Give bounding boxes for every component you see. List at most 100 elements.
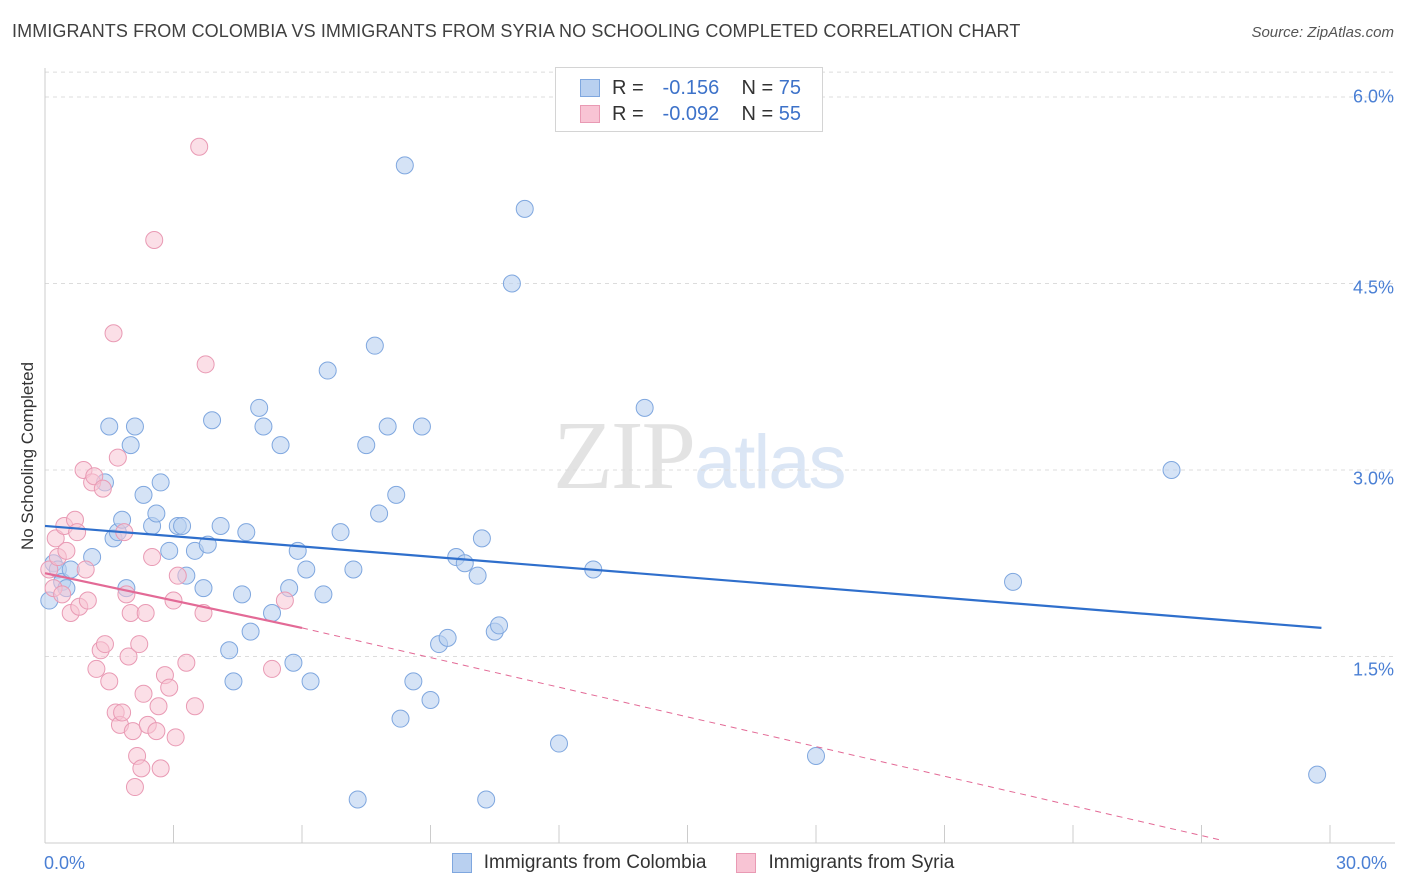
syria-point bbox=[275, 591, 294, 610]
colombia-point bbox=[263, 603, 282, 622]
y-axis-label: No Schooling Completed bbox=[18, 361, 37, 551]
syria-point bbox=[149, 697, 168, 716]
syria-trend-extension bbox=[301, 627, 1224, 842]
syria-point bbox=[147, 722, 166, 741]
colombia-point bbox=[211, 516, 230, 535]
colombia-point bbox=[1308, 765, 1327, 784]
syria-swatch bbox=[580, 105, 600, 123]
colombia-point bbox=[455, 554, 474, 573]
syria-point bbox=[136, 603, 155, 622]
syria-point bbox=[166, 728, 185, 747]
syria-point bbox=[93, 479, 112, 498]
colombia-point bbox=[412, 417, 431, 436]
colombia-point bbox=[100, 417, 119, 436]
syria-point bbox=[87, 659, 106, 678]
colombia-point bbox=[438, 628, 457, 647]
y-tick-label: 1.5% bbox=[1352, 659, 1394, 680]
colombia-trend-line bbox=[44, 524, 1322, 629]
legend-label: Immigrants from Syria bbox=[768, 852, 955, 873]
syria-point bbox=[151, 759, 170, 778]
syria-point bbox=[100, 672, 119, 691]
colombia-point bbox=[472, 529, 491, 548]
colombia-point bbox=[378, 417, 397, 436]
syria-point bbox=[123, 722, 142, 741]
colombia-point bbox=[1004, 572, 1023, 591]
colombia-point bbox=[318, 361, 337, 380]
colombia-point bbox=[271, 436, 290, 455]
colombia-point bbox=[147, 504, 166, 523]
series-legend: Immigrants from Colombia Immigrants from… bbox=[0, 852, 1406, 874]
syria-point bbox=[168, 566, 187, 585]
syria-point bbox=[130, 635, 149, 654]
colombia-point bbox=[61, 560, 80, 579]
colombia-point bbox=[301, 672, 320, 691]
colombia-point bbox=[237, 523, 256, 542]
colombia-point bbox=[151, 473, 170, 492]
colombia-point bbox=[387, 485, 406, 504]
colombia-point bbox=[220, 641, 239, 660]
syria-point bbox=[160, 678, 179, 697]
colombia-point bbox=[134, 485, 153, 504]
n-label: N = bbox=[741, 76, 774, 99]
colombia-point bbox=[254, 417, 273, 436]
colombia-point bbox=[125, 417, 144, 436]
colombia-point bbox=[490, 616, 509, 635]
colombia-point bbox=[468, 566, 487, 585]
colombia-point bbox=[241, 622, 260, 641]
legend-item-colombia: Immigrants from Colombia bbox=[451, 852, 707, 874]
r-label: R = bbox=[612, 76, 644, 99]
syria-trend-line bbox=[44, 572, 303, 629]
syria-point bbox=[113, 703, 132, 722]
syria-legend-swatch bbox=[736, 853, 757, 873]
syria-point bbox=[196, 355, 215, 374]
colombia-point bbox=[370, 504, 389, 523]
y-tick-label: 4.5% bbox=[1352, 277, 1394, 298]
grid-lines bbox=[45, 71, 1395, 657]
syria-point bbox=[145, 230, 164, 249]
syria-point bbox=[132, 759, 151, 778]
colombia-point bbox=[233, 585, 252, 604]
correlation-legend: R = -0.156 N = 75 R = -0.092 N = 55 bbox=[555, 67, 823, 132]
axes bbox=[44, 68, 1395, 844]
syria-point bbox=[177, 653, 196, 672]
legend-item-syria: Immigrants from Syria bbox=[736, 852, 954, 874]
colombia-point bbox=[502, 274, 521, 293]
syria-point bbox=[68, 523, 87, 542]
n-value: 75 bbox=[778, 76, 801, 99]
syria-point bbox=[263, 659, 282, 678]
syria-point bbox=[143, 548, 162, 567]
colombia-point bbox=[635, 398, 654, 417]
colombia-point bbox=[348, 790, 367, 809]
source-credit: Source: ZipAtlas.com bbox=[1251, 24, 1394, 41]
r-value: -0.092 bbox=[662, 102, 720, 125]
colombia-point bbox=[284, 653, 303, 672]
syria-point bbox=[78, 591, 97, 610]
colombia-point bbox=[331, 523, 350, 542]
syria-point bbox=[119, 647, 138, 666]
r-value: -0.156 bbox=[662, 76, 720, 99]
watermark: ZIPatlas bbox=[553, 398, 847, 512]
syria-point bbox=[190, 137, 209, 156]
legend-row-syria: R = -0.092 N = 55 bbox=[580, 102, 801, 126]
syria-point bbox=[53, 585, 72, 604]
r-label: R = bbox=[612, 102, 644, 125]
colombia-point bbox=[224, 672, 243, 691]
watermark-atlas: atlas bbox=[694, 420, 847, 505]
legend-label: Immigrants from Colombia bbox=[483, 852, 707, 873]
colombia-point bbox=[250, 398, 269, 417]
syria-point bbox=[108, 448, 127, 467]
syria-point bbox=[57, 541, 76, 560]
colombia-point bbox=[807, 746, 825, 765]
colombia-point bbox=[194, 579, 213, 598]
colombia-point bbox=[297, 560, 316, 579]
trend-lines bbox=[44, 524, 1322, 842]
legend-row-colombia: R = -0.156 N = 75 bbox=[580, 76, 801, 100]
colombia-point bbox=[314, 585, 333, 604]
data-points bbox=[40, 137, 1327, 809]
colombia-point bbox=[357, 436, 376, 455]
colombia-point bbox=[121, 436, 140, 455]
colombia-point bbox=[344, 560, 363, 579]
colombia-point bbox=[550, 734, 568, 753]
colombia-point bbox=[160, 541, 179, 560]
